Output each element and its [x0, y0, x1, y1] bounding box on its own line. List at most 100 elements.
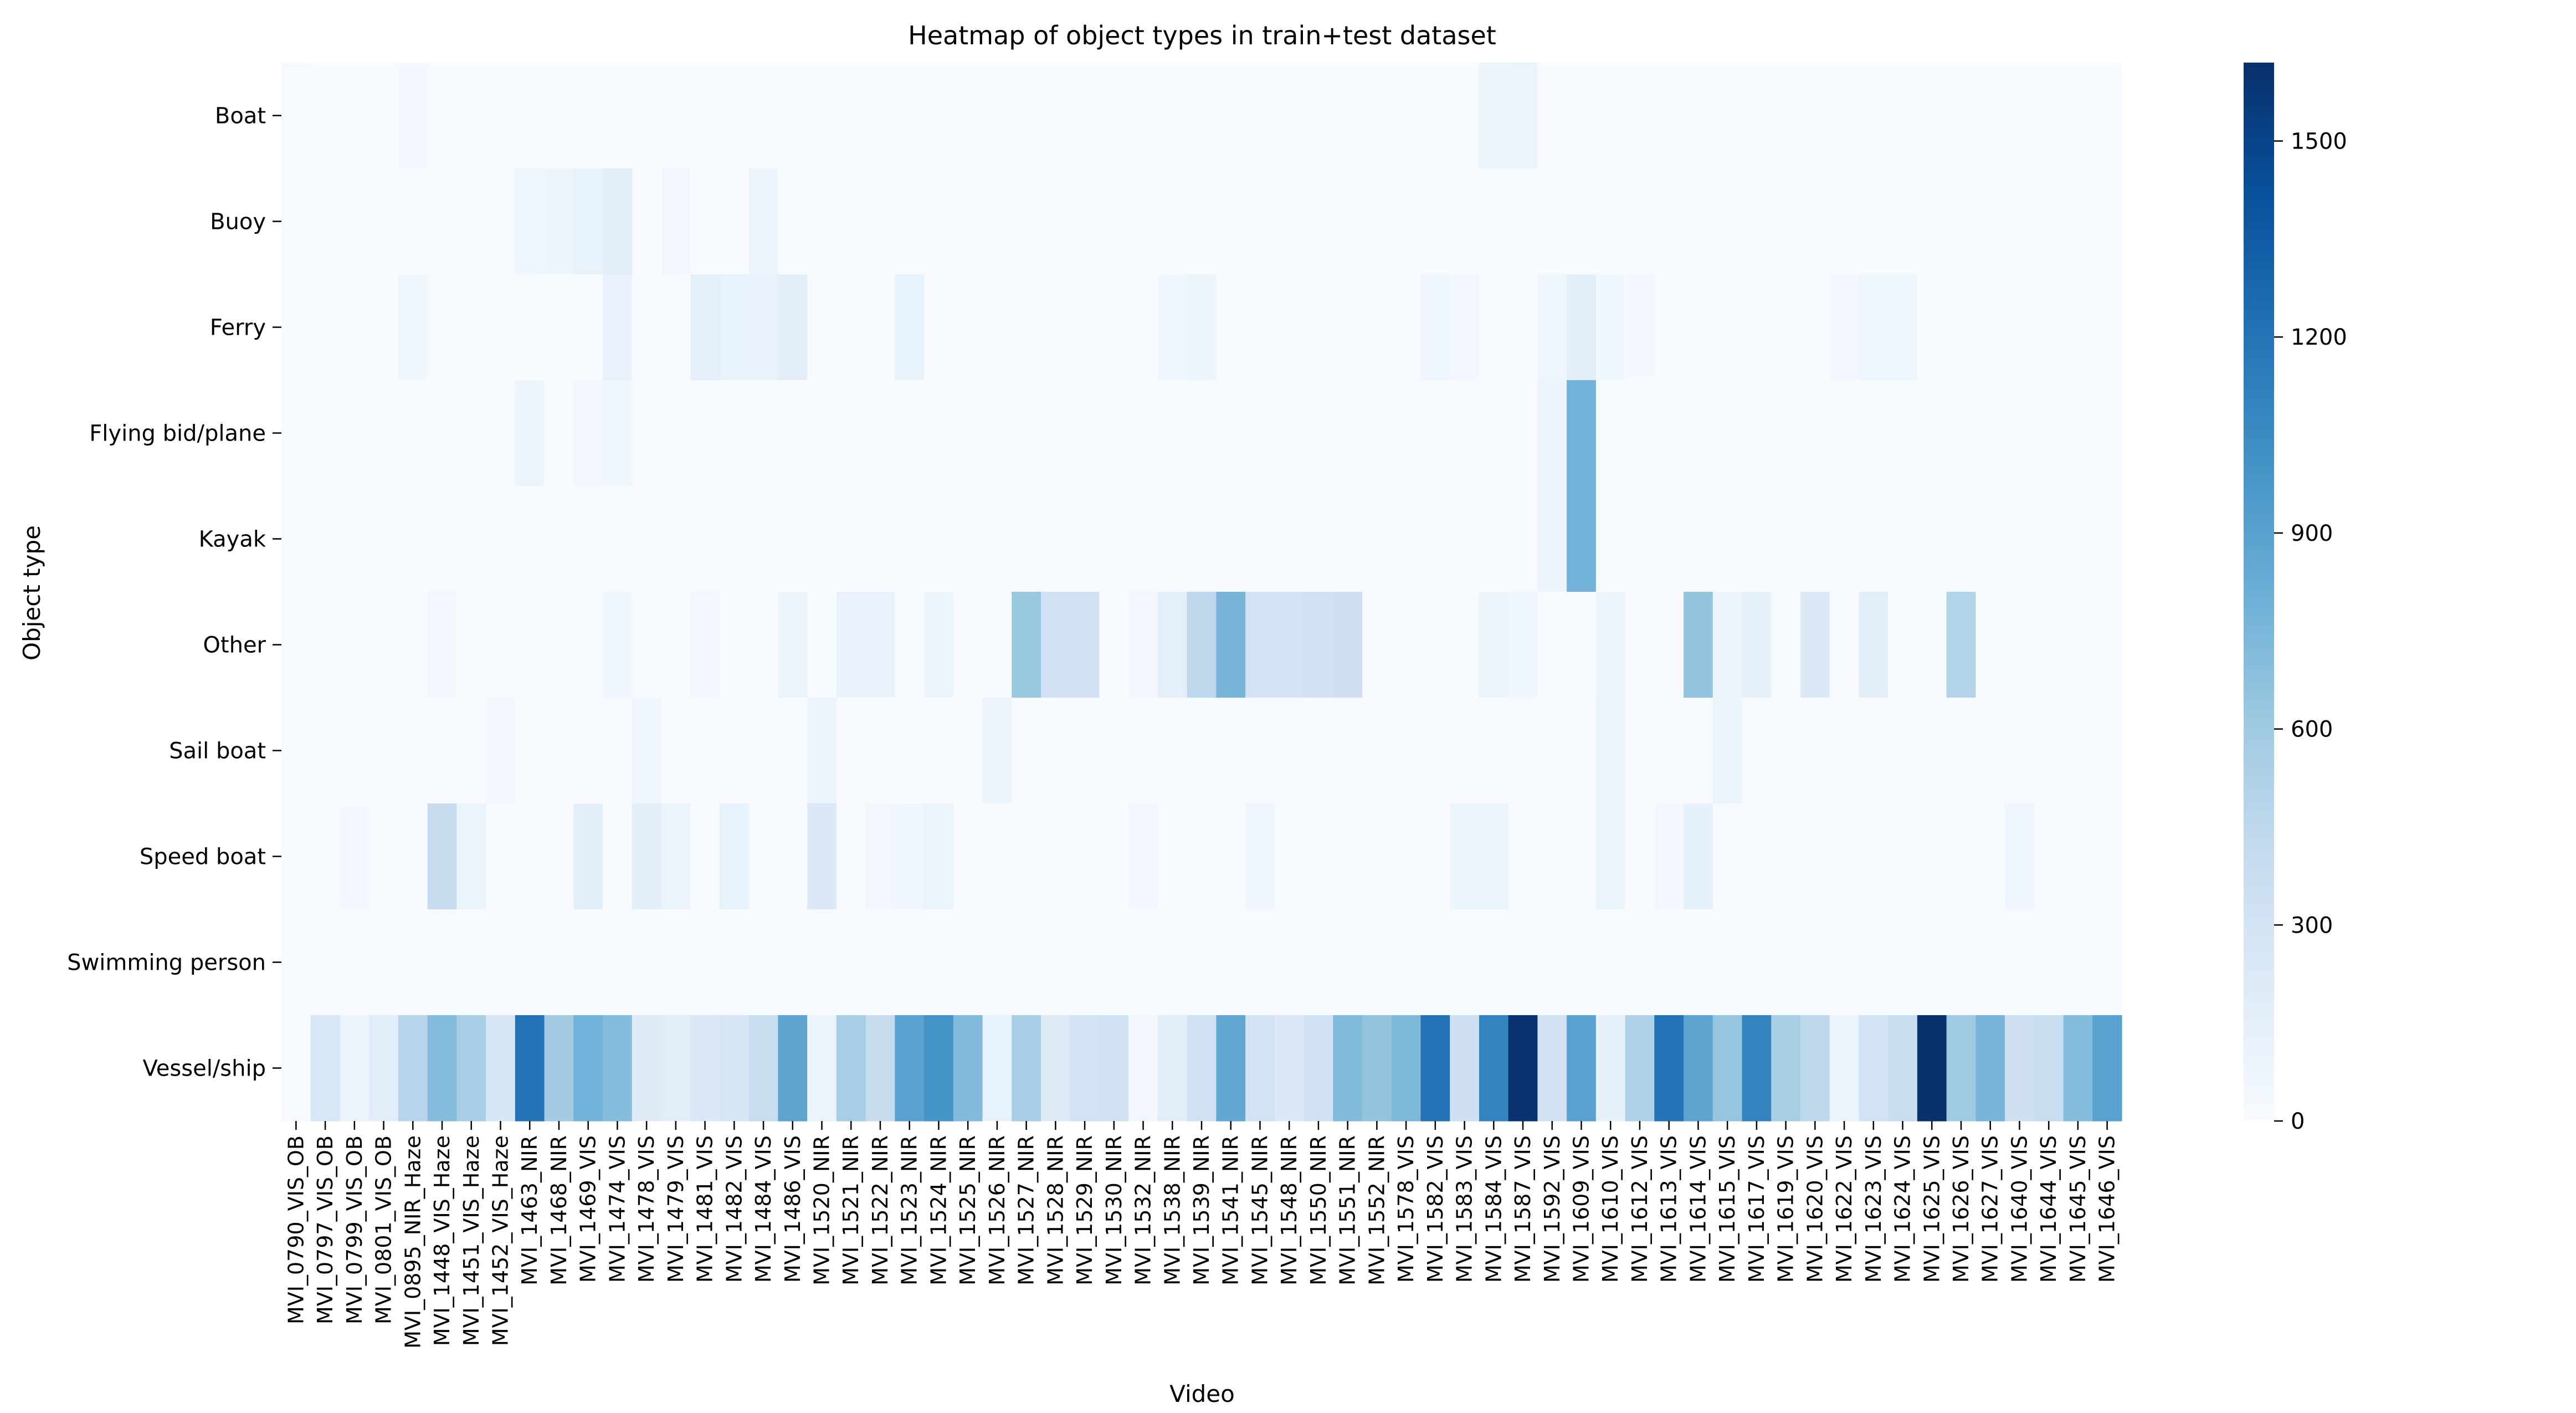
heatmap-cell — [1070, 486, 1100, 592]
heatmap-cell — [1625, 1015, 1655, 1122]
heatmap-cell — [895, 803, 925, 910]
heatmap-cell — [836, 1015, 866, 1122]
heatmap-cell — [398, 63, 428, 169]
heatmap-cell — [1508, 63, 1538, 169]
heatmap-cell — [544, 63, 574, 169]
heatmap-cell — [544, 168, 574, 275]
heatmap-cell — [690, 592, 720, 698]
heatmap-cell — [895, 1015, 925, 1122]
heatmap-cell — [369, 698, 399, 804]
heatmap-cell — [1684, 486, 1713, 592]
colorbar-tick-label: 1500 — [2291, 129, 2347, 154]
x-tick-label: MVI_1583_VIS — [1453, 1135, 1477, 1283]
heatmap-cell — [1537, 1015, 1567, 1122]
heatmap-cell — [1274, 380, 1305, 487]
heatmap-cell — [1216, 803, 1246, 910]
heatmap-cell — [1537, 274, 1567, 381]
x-tick-label: MVI_1609_VIS — [1569, 1135, 1593, 1283]
heatmap-cell — [1654, 168, 1684, 275]
heatmap-cell — [982, 274, 1012, 381]
heatmap-cell — [310, 803, 341, 910]
heatmap-cell — [690, 803, 720, 910]
heatmap-cell — [1917, 168, 1947, 275]
heatmap-cell — [1771, 909, 1801, 1016]
x-tick-label: MVI_1538_NIR — [1160, 1135, 1184, 1286]
heatmap-cell — [1479, 1015, 1509, 1122]
heatmap-cell — [1479, 63, 1509, 169]
heatmap-cell — [1216, 63, 1246, 169]
heatmap-cell — [603, 486, 633, 592]
heatmap-cell — [1625, 168, 1655, 275]
heatmap-cell — [2034, 592, 2064, 698]
heatmap-cell — [603, 803, 633, 910]
heatmap-cell — [1157, 698, 1188, 804]
heatmap-cell — [632, 909, 662, 1016]
colorbar-ticks: 0 300 600 900 1200 1500 — [2274, 129, 2347, 1134]
heatmap-cell — [2034, 803, 2064, 910]
heatmap-cell — [1946, 63, 1976, 169]
heatmap-cell — [719, 698, 750, 804]
heatmap-cell — [573, 698, 603, 804]
heatmap-cell — [456, 63, 486, 169]
heatmap-cell — [1362, 380, 1392, 487]
heatmap-cell — [1742, 592, 1772, 698]
x-tick-label: MVI_1550_NIR — [1306, 1135, 1331, 1286]
heatmap-cell — [1595, 803, 1626, 910]
heatmap-cell — [2092, 698, 2122, 804]
heatmap-cell — [544, 380, 574, 487]
heatmap-cell — [1917, 274, 1947, 381]
heatmap-cell — [982, 486, 1012, 592]
heatmap-cell — [1654, 1015, 1684, 1122]
heatmap-cell — [953, 803, 983, 910]
heatmap-cell — [340, 380, 370, 487]
heatmap-cell — [1859, 63, 1889, 169]
heatmap-cell — [1391, 592, 1422, 698]
heatmap-cell — [1450, 1015, 1480, 1122]
heatmap-cell — [1391, 486, 1422, 592]
heatmap-cell — [1157, 380, 1188, 487]
heatmap-cell — [1304, 274, 1333, 381]
x-tick-label: MVI_1482_VIS — [722, 1135, 746, 1283]
heatmap-cell — [1595, 274, 1626, 381]
heatmap-cell — [1654, 909, 1684, 1016]
heatmap-cell — [398, 698, 428, 804]
heatmap-cell — [2034, 486, 2064, 592]
heatmap-cell — [1099, 592, 1129, 698]
heatmap-cell — [2034, 1015, 2064, 1122]
heatmap-cell — [573, 909, 603, 1016]
heatmap-cell — [719, 168, 750, 275]
heatmap-cell — [1012, 274, 1041, 381]
heatmap-cell — [1012, 803, 1041, 910]
heatmap-cell — [1888, 63, 1918, 169]
heatmap-cell — [1771, 592, 1801, 698]
heatmap-cell — [310, 274, 341, 381]
heatmap-cell — [719, 909, 750, 1016]
heatmap-cell — [1157, 592, 1188, 698]
heatmap-cell — [1712, 909, 1743, 1016]
heatmap-cell — [1099, 909, 1129, 1016]
x-tick-label: MVI_1548_NIR — [1277, 1135, 1301, 1286]
heatmap-cell — [1946, 274, 1976, 381]
heatmap-cell — [369, 380, 399, 487]
heatmap-cell — [427, 168, 457, 275]
heatmap-cell — [1040, 63, 1071, 169]
heatmap-cell — [1040, 486, 1071, 592]
heatmap-cell — [2092, 592, 2122, 698]
y-tick-label: Speed boat — [140, 844, 266, 870]
heatmap-cell — [1333, 380, 1363, 487]
heatmap-cell — [1567, 592, 1597, 698]
heatmap-cell — [2005, 803, 2035, 910]
heatmap-cell — [982, 168, 1012, 275]
heatmap-cell — [1508, 592, 1538, 698]
heatmap-cell — [2005, 486, 2035, 592]
heatmap-cell — [982, 698, 1012, 804]
heatmap-cell — [340, 909, 370, 1016]
heatmap-cell — [1012, 909, 1041, 1016]
heatmap-cell — [1742, 168, 1772, 275]
heatmap-cell — [1012, 168, 1041, 275]
heatmap-cell — [1304, 486, 1333, 592]
heatmap-cell — [1304, 592, 1333, 698]
heatmap-cell — [924, 486, 954, 592]
heatmap-cell — [2092, 168, 2122, 275]
